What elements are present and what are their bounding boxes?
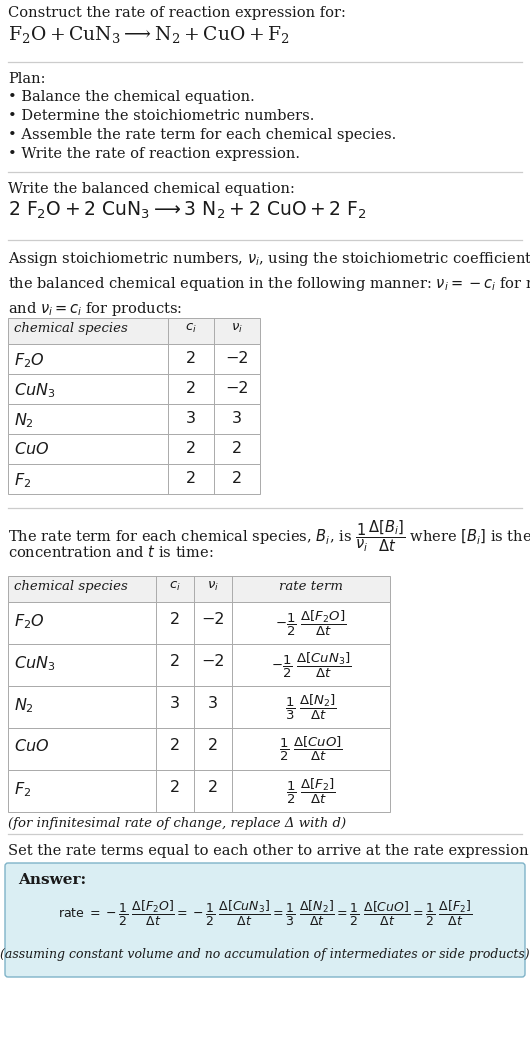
- Text: $c_i$: $c_i$: [185, 322, 197, 335]
- Text: Construct the rate of reaction expression for:: Construct the rate of reaction expressio…: [8, 6, 346, 20]
- FancyBboxPatch shape: [5, 863, 525, 977]
- Text: 2: 2: [186, 381, 196, 396]
- Text: (assuming constant volume and no accumulation of intermediates or side products): (assuming constant volume and no accumul…: [0, 948, 530, 961]
- Text: Assign stoichiometric numbers, $\nu_i$, using the stoichiometric coefficients, $: Assign stoichiometric numbers, $\nu_i$, …: [8, 250, 530, 318]
- Text: −2: −2: [225, 351, 249, 366]
- Text: 3: 3: [208, 696, 218, 711]
- Text: $N_2$: $N_2$: [14, 696, 34, 714]
- Text: $CuO$: $CuO$: [14, 441, 49, 457]
- Text: 2: 2: [186, 351, 196, 366]
- Bar: [8, 374, 260, 404]
- Bar: [8, 434, 260, 464]
- Bar: [8, 318, 260, 344]
- Bar: [8, 602, 390, 644]
- Text: 2: 2: [170, 738, 180, 753]
- Text: 2: 2: [186, 471, 196, 486]
- Text: −2: −2: [201, 654, 225, 669]
- Bar: [8, 728, 390, 770]
- Text: 2: 2: [208, 780, 218, 795]
- Text: chemical species: chemical species: [14, 579, 128, 593]
- Text: $c_i$: $c_i$: [169, 579, 181, 593]
- Text: 3: 3: [186, 411, 196, 426]
- Text: $CuO$: $CuO$: [14, 738, 49, 754]
- Text: $F_2$: $F_2$: [14, 471, 31, 490]
- Text: −2: −2: [201, 612, 225, 627]
- Bar: [8, 644, 390, 686]
- Text: $\mathregular{2\ F_2O + 2\ CuN_3 \longrightarrow 3\ N_2 + 2\ CuO + 2\ F_2}$: $\mathregular{2\ F_2O + 2\ CuN_3 \longri…: [8, 200, 367, 222]
- Bar: [8, 404, 260, 434]
- Text: The rate term for each chemical species, $B_i$, is $\dfrac{1}{\nu_i}\dfrac{\Delt: The rate term for each chemical species,…: [8, 518, 530, 553]
- Text: • Determine the stoichiometric numbers.: • Determine the stoichiometric numbers.: [8, 109, 314, 123]
- Text: Plan:: Plan:: [8, 72, 46, 86]
- Text: 2: 2: [232, 471, 242, 486]
- Text: 2: 2: [232, 441, 242, 456]
- Text: $CuN_3$: $CuN_3$: [14, 381, 56, 400]
- Text: $\dfrac{1}{3}\ \dfrac{\Delta[N_2]}{\Delta t}$: $\dfrac{1}{3}\ \dfrac{\Delta[N_2]}{\Delt…: [285, 692, 337, 722]
- Text: $\dfrac{1}{2}\ \dfrac{\Delta[F_2]}{\Delta t}$: $\dfrac{1}{2}\ \dfrac{\Delta[F_2]}{\Delt…: [286, 776, 336, 805]
- Text: 2: 2: [170, 612, 180, 627]
- Text: 2: 2: [208, 738, 218, 753]
- Text: Answer:: Answer:: [18, 873, 86, 887]
- Text: $CuN_3$: $CuN_3$: [14, 654, 56, 673]
- Text: • Write the rate of reaction expression.: • Write the rate of reaction expression.: [8, 147, 300, 161]
- Text: $F_2O$: $F_2O$: [14, 351, 45, 369]
- Text: Set the rate terms equal to each other to arrive at the rate expression:: Set the rate terms equal to each other t…: [8, 844, 530, 858]
- Text: 3: 3: [170, 696, 180, 711]
- Text: • Assemble the rate term for each chemical species.: • Assemble the rate term for each chemic…: [8, 128, 396, 142]
- Text: $\mathregular{F_2O + CuN_3 \longrightarrow N_2 + CuO + F_2}$: $\mathregular{F_2O + CuN_3 \longrightarr…: [8, 24, 290, 45]
- Bar: [8, 464, 260, 494]
- Text: $-\dfrac{1}{2}\ \dfrac{\Delta[F_2O]}{\Delta t}$: $-\dfrac{1}{2}\ \dfrac{\Delta[F_2O]}{\De…: [276, 609, 347, 638]
- Text: chemical species: chemical species: [14, 322, 128, 335]
- Text: $F_2$: $F_2$: [14, 780, 31, 799]
- Text: −2: −2: [225, 381, 249, 396]
- Text: 2: 2: [170, 780, 180, 795]
- Text: 2: 2: [170, 654, 180, 669]
- Bar: [8, 770, 390, 812]
- Bar: [8, 344, 260, 374]
- Text: Write the balanced chemical equation:: Write the balanced chemical equation:: [8, 182, 295, 196]
- Text: $\dfrac{1}{2}\ \dfrac{\Delta[CuO]}{\Delta t}$: $\dfrac{1}{2}\ \dfrac{\Delta[CuO]}{\Delt…: [279, 735, 343, 764]
- Text: $N_2$: $N_2$: [14, 411, 34, 430]
- Text: concentration and $t$ is time:: concentration and $t$ is time:: [8, 544, 214, 560]
- Bar: [8, 686, 390, 728]
- Text: • Balance the chemical equation.: • Balance the chemical equation.: [8, 90, 255, 104]
- Text: $\nu_i$: $\nu_i$: [207, 579, 219, 593]
- Text: $-\dfrac{1}{2}\ \dfrac{\Delta[CuN_3]}{\Delta t}$: $-\dfrac{1}{2}\ \dfrac{\Delta[CuN_3]}{\D…: [271, 651, 351, 680]
- Text: $\nu_i$: $\nu_i$: [231, 322, 243, 335]
- Text: 3: 3: [232, 411, 242, 426]
- Bar: [8, 576, 390, 602]
- Text: rate $= -\dfrac{1}{2}\ \dfrac{\Delta[F_2O]}{\Delta t}= -\dfrac{1}{2}\ \dfrac{\De: rate $= -\dfrac{1}{2}\ \dfrac{\Delta[F_2…: [58, 899, 472, 928]
- Text: (for infinitesimal rate of change, replace Δ with d): (for infinitesimal rate of change, repla…: [8, 817, 346, 829]
- Text: rate term: rate term: [279, 579, 343, 593]
- Text: $F_2O$: $F_2O$: [14, 612, 45, 631]
- Text: 2: 2: [186, 441, 196, 456]
